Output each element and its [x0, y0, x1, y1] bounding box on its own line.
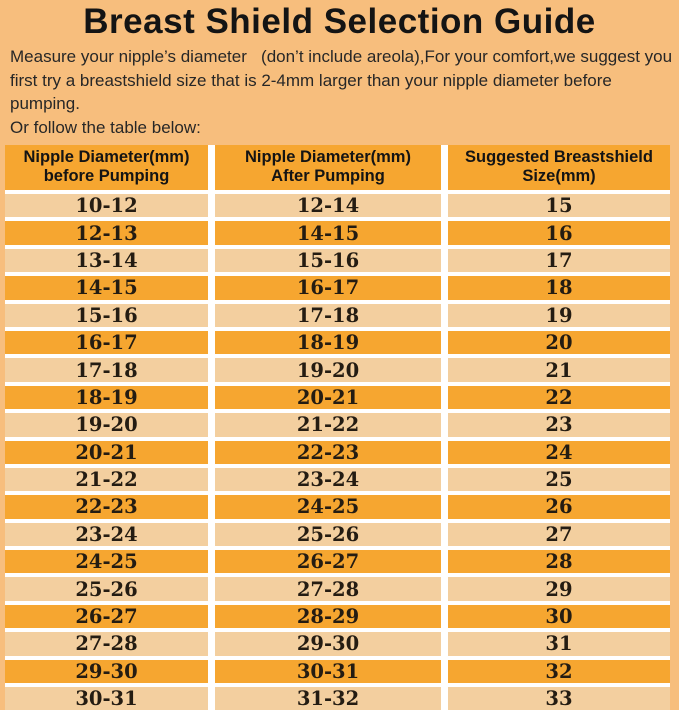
cell-before-pumping: 23-24 — [5, 522, 208, 547]
cell-before-pumping: 14-15 — [5, 276, 208, 300]
cell-shield-size: 26 — [448, 495, 670, 519]
cell-after-pumping: 21-22 — [215, 413, 441, 437]
cell-before-pumping: 18-19 — [5, 385, 208, 410]
cell-before-pumping: 21-22 — [5, 467, 208, 492]
cell-before-pumping: 17-18 — [5, 358, 208, 382]
cell-after-pumping: 24-25 — [215, 495, 441, 519]
cell-before-pumping: 30-31 — [5, 687, 208, 710]
header-line: After Pumping — [271, 167, 385, 185]
cell-before-pumping: 20-21 — [5, 440, 208, 464]
cell-before-pumping: 15-16 — [5, 303, 208, 327]
header-line: Suggested Breastshield — [465, 148, 653, 166]
cell-before-pumping: 13-14 — [5, 248, 208, 273]
cell-before-pumping: 19-20 — [5, 413, 208, 437]
cell-shield-size: 30 — [448, 604, 670, 629]
header-line: before Pumping — [43, 167, 170, 185]
intro-line-1: Measure your nipple’s diameter (don’t in… — [10, 47, 673, 66]
intro-line-2: first try a breastshield size that is 2-… — [10, 70, 617, 114]
cell-after-pumping: 16-17 — [215, 276, 441, 300]
cell-shield-size: 17 — [448, 248, 670, 273]
cell-after-pumping: 17-18 — [215, 303, 441, 327]
cell-after-pumping: 14-15 — [215, 221, 441, 245]
header-cell-after-pumping: Nipple Diameter(mm) After Pumping — [215, 145, 441, 190]
cell-shield-size: 31 — [448, 632, 670, 656]
cell-shield-size: 29 — [448, 577, 670, 601]
intro-text: Measure your nipple’s diameter (don’t in… — [10, 45, 673, 139]
cell-shield-size: 25 — [448, 467, 670, 492]
cell-shield-size: 23 — [448, 413, 670, 437]
cell-after-pumping: 15-16 — [215, 248, 441, 273]
cell-after-pumping: 27-28 — [215, 577, 441, 601]
cell-shield-size: 19 — [448, 303, 670, 327]
intro-line-3: Or follow the table below: — [10, 117, 201, 137]
cell-shield-size: 21 — [448, 358, 670, 382]
cell-shield-size: 18 — [448, 276, 670, 300]
cell-shield-size: 27 — [448, 522, 670, 547]
cell-before-pumping: 16-17 — [5, 330, 208, 355]
header-cell-suggested-size: Suggested Breastshield Size(mm) — [448, 145, 670, 190]
header-line: Nipple Diameter(mm) — [23, 148, 190, 166]
cell-shield-size: 20 — [448, 330, 670, 355]
cell-after-pumping: 18-19 — [215, 330, 441, 355]
cell-shield-size: 24 — [448, 440, 670, 464]
cell-after-pumping: 28-29 — [215, 604, 441, 629]
cell-shield-size: 33 — [448, 687, 670, 710]
cell-after-pumping: 29-30 — [215, 632, 441, 656]
cell-before-pumping: 24-25 — [5, 550, 208, 574]
cell-shield-size: 15 — [448, 194, 670, 218]
cell-after-pumping: 20-21 — [215, 385, 441, 410]
cell-before-pumping: 12-13 — [5, 221, 208, 245]
cell-after-pumping: 31-32 — [215, 687, 441, 710]
header-line: Nipple Diameter(mm) — [245, 148, 411, 166]
cell-before-pumping: 29-30 — [5, 659, 208, 684]
selection-table: Nipple Diameter(mm) before Pumping Nippl… — [5, 145, 670, 710]
cell-shield-size: 28 — [448, 550, 670, 574]
cell-after-pumping: 26-27 — [215, 550, 441, 574]
cell-after-pumping: 19-20 — [215, 358, 441, 382]
header-cell-before-pumping: Nipple Diameter(mm) before Pumping — [5, 145, 208, 190]
cell-before-pumping: 26-27 — [5, 604, 208, 629]
cell-shield-size: 22 — [448, 385, 670, 410]
cell-shield-size: 16 — [448, 221, 670, 245]
cell-after-pumping: 25-26 — [215, 522, 441, 547]
cell-before-pumping: 10-12 — [5, 194, 208, 218]
cell-before-pumping: 25-26 — [5, 577, 208, 601]
cell-before-pumping: 27-28 — [5, 632, 208, 656]
page-title: Breast Shield Selection Guide — [83, 2, 596, 41]
cell-after-pumping: 12-14 — [215, 194, 441, 218]
cell-before-pumping: 22-23 — [5, 495, 208, 519]
header-line: Size(mm) — [522, 167, 596, 185]
cell-after-pumping: 30-31 — [215, 659, 441, 684]
cell-shield-size: 32 — [448, 659, 670, 684]
cell-after-pumping: 23-24 — [215, 467, 441, 492]
cell-after-pumping: 22-23 — [215, 440, 441, 464]
